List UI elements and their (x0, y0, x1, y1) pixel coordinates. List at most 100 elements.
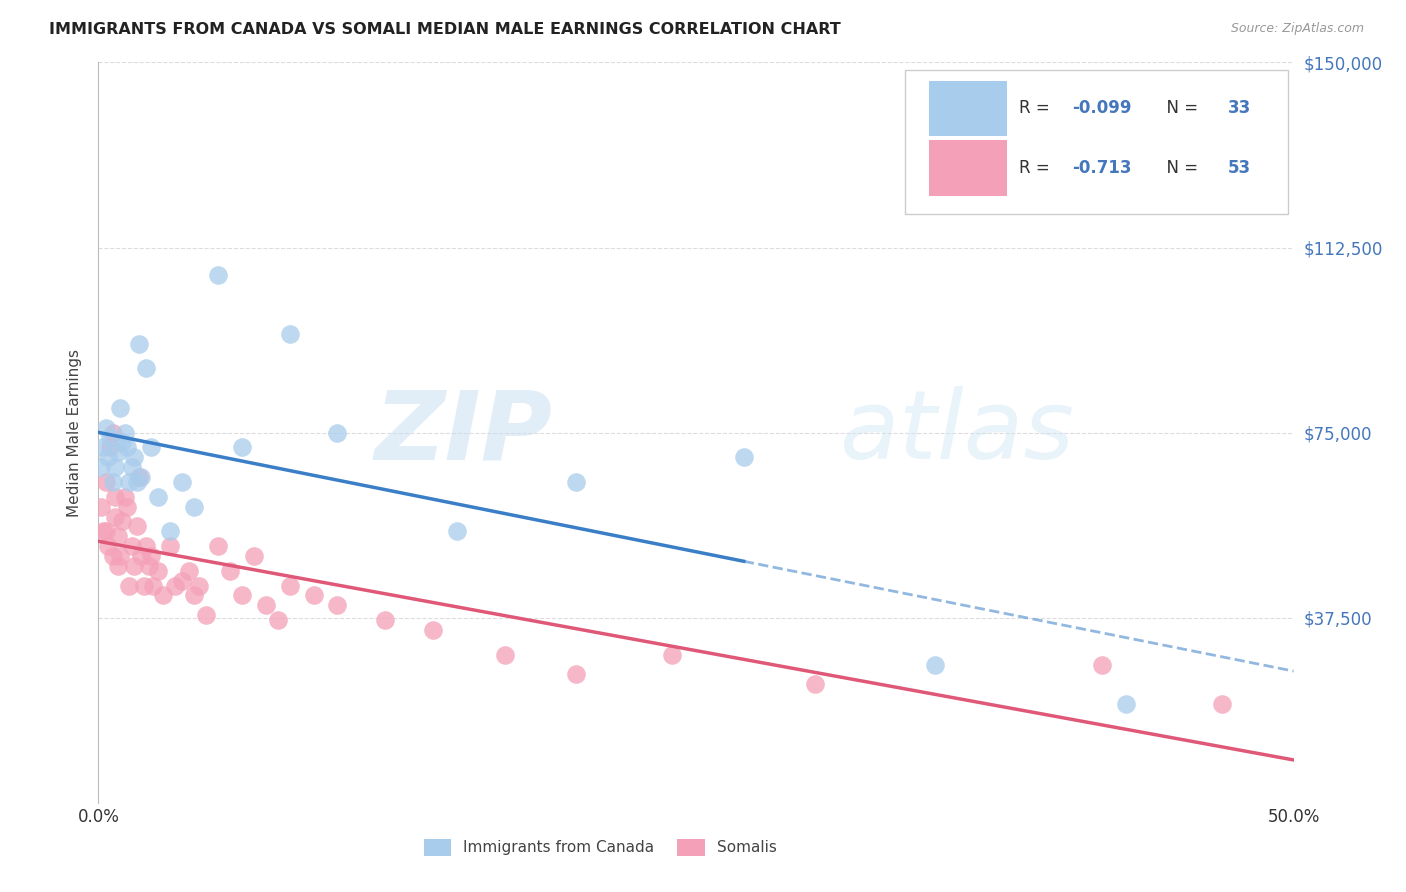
Text: N =: N = (1156, 99, 1204, 118)
Point (661, 648, 683, 662)
Point (104, 490, 127, 504)
Point (124, 558, 146, 573)
Point (91, 524, 114, 539)
Point (118, 475, 141, 489)
Point (101, 475, 124, 489)
Point (163, 579, 186, 593)
Point (97, 539, 120, 553)
Point (172, 475, 194, 489)
FancyBboxPatch shape (905, 70, 1288, 214)
Point (135, 361, 157, 376)
Point (128, 336, 150, 351)
Point (138, 558, 160, 573)
Point (159, 524, 181, 539)
Point (121, 539, 143, 553)
Point (139, 441, 162, 455)
Text: R =: R = (1019, 159, 1060, 177)
Point (94, 524, 117, 539)
Point (804, 677, 827, 691)
Point (97, 450, 120, 465)
Point (278, 326, 301, 341)
FancyBboxPatch shape (929, 81, 1007, 136)
Point (125, 519, 148, 533)
Point (195, 608, 218, 623)
Point (91, 441, 114, 455)
Point (108, 549, 131, 563)
Point (125, 475, 148, 489)
Text: R =: R = (1019, 99, 1054, 118)
Point (139, 549, 162, 563)
Point (107, 445, 129, 459)
Point (128, 470, 150, 484)
Point (326, 425, 349, 440)
Point (114, 425, 136, 440)
Point (111, 515, 134, 529)
Point (118, 579, 141, 593)
Point (219, 564, 242, 578)
Point (90, 500, 112, 514)
Point (446, 524, 468, 539)
Point (107, 529, 129, 543)
Point (107, 558, 129, 573)
Legend: Immigrants from Canada, Somalis: Immigrants from Canada, Somalis (418, 833, 783, 862)
Point (183, 589, 205, 603)
Point (179, 564, 201, 578)
Point (90, 460, 112, 475)
Text: -0.099: -0.099 (1073, 99, 1132, 118)
Point (111, 435, 134, 450)
Point (231, 589, 253, 603)
Text: Source: ZipAtlas.com: Source: ZipAtlas.com (1230, 22, 1364, 36)
Point (121, 460, 143, 475)
Text: 53: 53 (1227, 159, 1251, 177)
Point (98, 441, 122, 455)
Point (104, 509, 127, 524)
Point (131, 470, 153, 484)
Point (108, 401, 131, 415)
Y-axis label: Median Male Earnings: Median Male Earnings (67, 349, 83, 516)
Point (148, 564, 170, 578)
Text: atlas: atlas (839, 386, 1074, 479)
Point (115, 500, 138, 514)
Point (98, 431, 122, 445)
Point (104, 460, 127, 475)
Point (183, 500, 205, 514)
Point (1115, 697, 1137, 711)
Point (135, 539, 157, 553)
Point (132, 579, 155, 593)
Point (94, 420, 117, 434)
Point (565, 475, 588, 489)
Text: IMMIGRANTS FROM CANADA VS SOMALI MEDIAN MALE EARNINGS CORRELATION CHART: IMMIGRANTS FROM CANADA VS SOMALI MEDIAN … (49, 22, 841, 37)
Point (565, 667, 588, 681)
FancyBboxPatch shape (929, 140, 1007, 195)
Point (124, 450, 146, 465)
Point (254, 599, 277, 613)
Point (207, 268, 229, 282)
Point (243, 549, 266, 563)
Point (1091, 657, 1114, 672)
Point (1211, 697, 1233, 711)
Point (101, 425, 124, 440)
Point (494, 648, 516, 662)
Point (148, 490, 170, 504)
Point (159, 539, 181, 553)
Point (142, 579, 165, 593)
Point (152, 589, 174, 603)
Point (94, 475, 117, 489)
Point (172, 574, 194, 588)
Point (278, 579, 301, 593)
Point (231, 441, 253, 455)
Text: 33: 33 (1227, 99, 1251, 118)
Point (187, 579, 209, 593)
Text: ZIP: ZIP (374, 386, 553, 479)
Point (207, 539, 229, 553)
Text: N =: N = (1156, 159, 1204, 177)
Point (326, 599, 349, 613)
Point (267, 613, 290, 627)
Point (733, 450, 755, 465)
Point (302, 589, 325, 603)
Point (101, 549, 124, 563)
Point (422, 623, 444, 637)
Point (114, 490, 136, 504)
Point (924, 657, 946, 672)
Point (131, 549, 153, 563)
